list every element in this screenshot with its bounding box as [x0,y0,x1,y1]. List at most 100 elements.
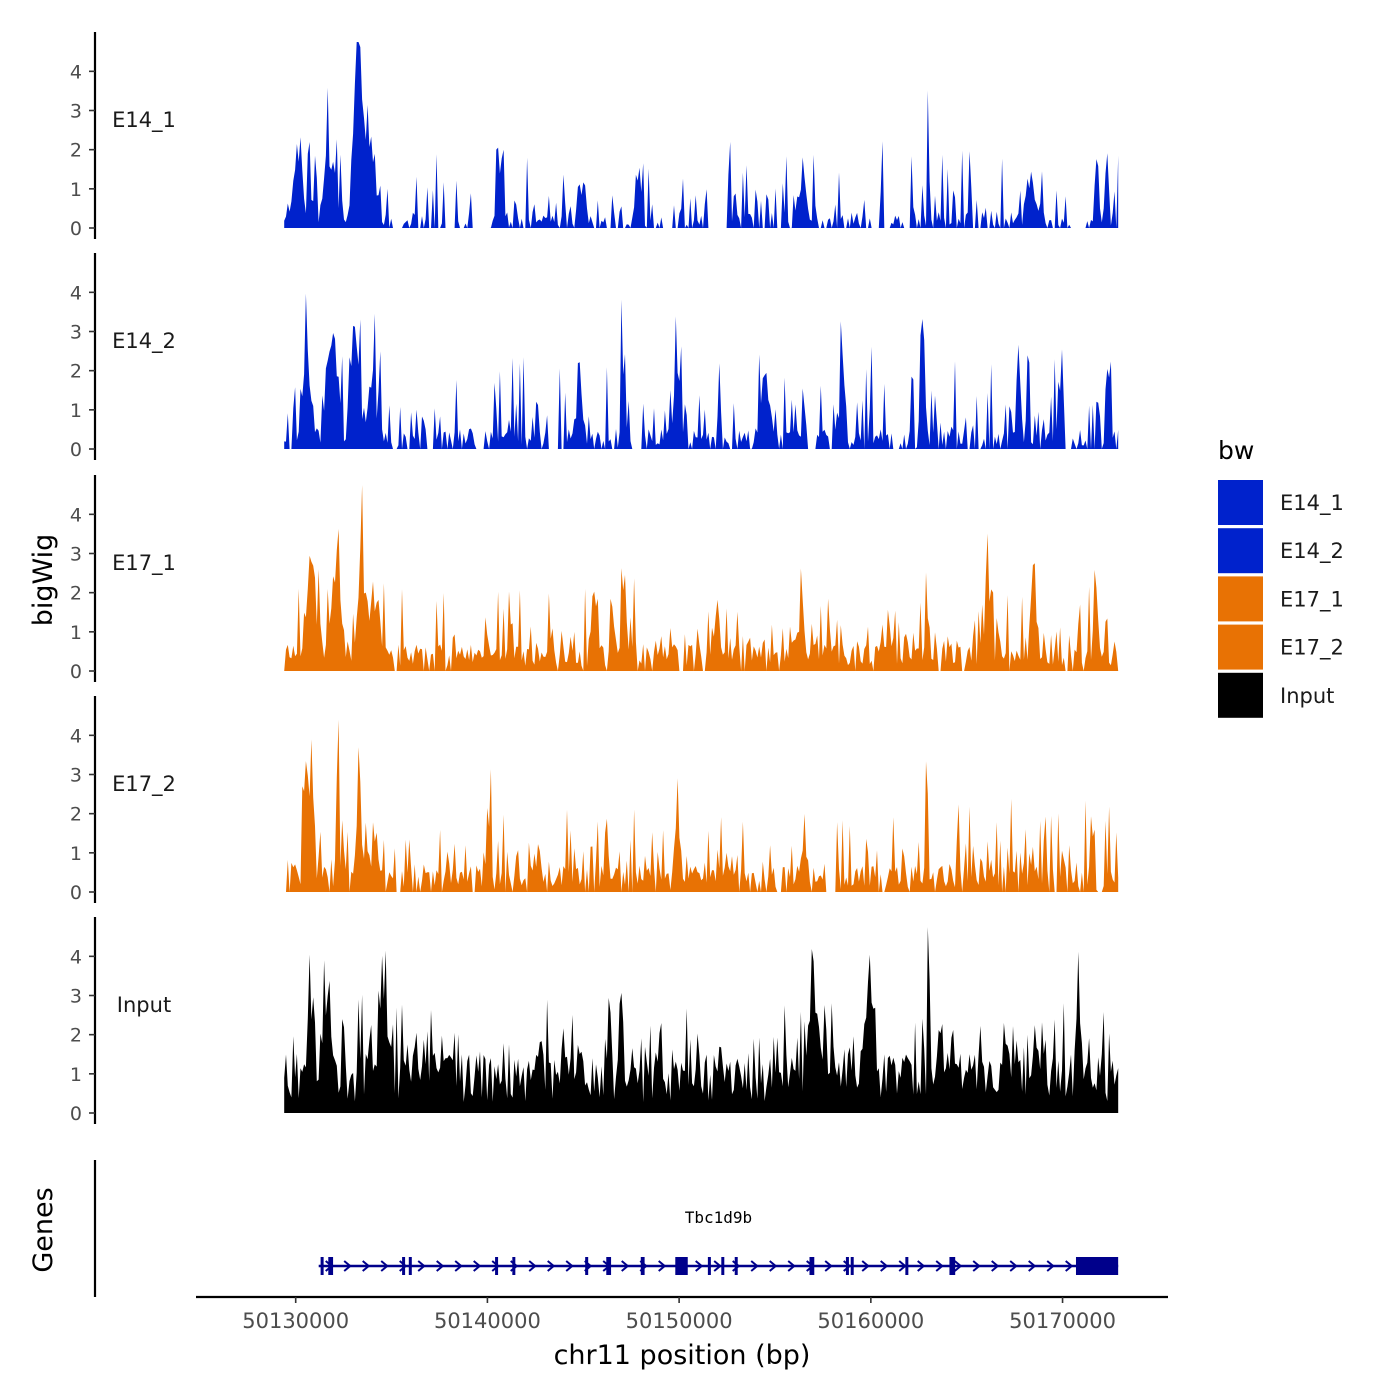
legend-label: E17_2 [1280,636,1344,661]
track-panels: 0 1 2 3 4 E14_1 0 1 2 3 4 E14_2 0 1 2 3 4 E17_1 0 1 2 3 4 E17_2… [70,32,1119,1125]
strand-arrow [917,1260,926,1272]
strand-arrow [1065,1260,1074,1272]
y-tick-label: 3 [70,986,82,1008]
legend: bw E14_1 E14_2 E17_1 E17_2 Input [1218,436,1344,718]
strand-arrow [491,1260,500,1272]
track-label: E14_2 [112,329,176,354]
track-E14_1: 0 1 2 3 4 E14_1 [70,32,1119,240]
y-tick-label: 0 [70,661,82,683]
signal-area-E14_2 [284,293,1119,449]
track-label: E17_1 [112,551,176,576]
legend-label: Input [1280,684,1334,708]
y-tick-label: 4 [70,725,82,747]
y-tick-label: 1 [70,843,82,865]
signal-area-E17_1 [284,485,1119,671]
strand-arrow [362,1260,371,1272]
strand-arrow [954,1260,963,1272]
x-tick-label: 50140000 [434,1309,541,1333]
strand-arrow [547,1260,556,1272]
y-tick-label: 2 [70,804,82,826]
gene-exon [734,1257,738,1275]
gene-exon [328,1257,334,1275]
gene-exon [905,1257,909,1275]
strand-arrow [732,1260,741,1272]
y-tick-label: 2 [70,140,82,162]
y-tick-label: 4 [70,282,82,304]
legend-title: bw [1218,436,1254,465]
strand-arrow [343,1260,352,1272]
track-E14_2: 0 1 2 3 4 E14_2 [70,253,1119,461]
strand-arrow [380,1260,389,1272]
gene-exon [408,1257,412,1275]
strand-arrow [861,1260,870,1272]
strand-arrow [713,1260,722,1272]
strand-arrow [843,1260,852,1272]
track-label: Input [117,993,171,1017]
strand-arrow [658,1260,667,1272]
y-tick-label: 3 [70,322,82,344]
gene-exon [640,1257,645,1275]
legend-label: E14_1 [1280,491,1344,516]
gene-exon [402,1257,406,1275]
track-Input: 0 1 2 3 4 Input [70,917,1119,1125]
x-tick-label: 50130000 [242,1309,349,1333]
strand-arrow [935,1260,944,1272]
y-tick-label: 4 [70,61,82,83]
gene-exon [845,1257,849,1275]
legend-label: E17_1 [1280,587,1344,612]
y-tick-label: 0 [70,218,82,240]
gene-panel: Tbc1d9b [93,1160,1119,1297]
gene-label: Tbc1d9b [685,1208,752,1227]
strand-arrow [399,1260,408,1272]
strand-arrow [991,1260,1000,1272]
x-tick-label: 50150000 [626,1309,733,1333]
strand-arrow [436,1260,445,1272]
strand-arrow [787,1260,796,1272]
signal-area-Input [284,927,1119,1113]
gene-exon [850,1257,854,1275]
track-E17_2: 0 1 2 3 4 E17_2 [70,696,1119,904]
signal-area-E14_1 [284,42,1119,228]
y-tick-label: 4 [70,946,82,968]
gene-exon [949,1257,956,1275]
strand-arrow [473,1260,482,1272]
y-tick-label: 2 [70,361,82,383]
strand-arrow [528,1260,537,1272]
strand-arrow [621,1260,630,1272]
x-axis-title: chr11 position (bp) [554,1340,811,1371]
track-label: E14_1 [112,108,176,133]
strand-arrow [417,1260,426,1272]
y-tick-label: 3 [70,765,82,787]
strand-arrow [824,1260,833,1272]
strand-arrow [454,1260,463,1272]
strand-arrow [972,1260,981,1272]
legend-swatch-E14_1 [1218,480,1263,525]
x-tick-label: 50160000 [817,1309,924,1333]
y-tick-label: 2 [70,583,82,605]
legend-swatch-E17_1 [1218,576,1263,622]
strand-arrow [565,1260,574,1272]
y-tick-label: 3 [70,101,82,123]
y-tick-label: 1 [70,622,82,644]
x-tick-label: 50170000 [1009,1309,1116,1333]
y-tick-label: 0 [70,882,82,904]
strand-arrow [880,1260,889,1272]
y-tick-label: 1 [70,1064,82,1086]
y-tick-label: 3 [70,544,82,566]
gene-exon [320,1257,324,1275]
strand-arrow [750,1260,759,1272]
y-tick-label: 2 [70,1025,82,1047]
legend-swatch-Input [1218,672,1263,718]
strand-arrow [1028,1260,1037,1272]
strand-arrow [695,1260,704,1272]
gene-exon [1075,1257,1119,1275]
legend-label: E14_2 [1280,539,1344,564]
strand-arrow [769,1260,778,1272]
x-axis: 50130000 50140000 50150000 50160000 50170000 [196,1295,1168,1333]
gene-exon [495,1257,499,1275]
gene-exon [675,1257,688,1275]
signal-area-E17_2 [284,719,1119,892]
genes-axis-title: Genes [28,1187,59,1272]
legend-swatch-E14_2 [1218,528,1263,574]
